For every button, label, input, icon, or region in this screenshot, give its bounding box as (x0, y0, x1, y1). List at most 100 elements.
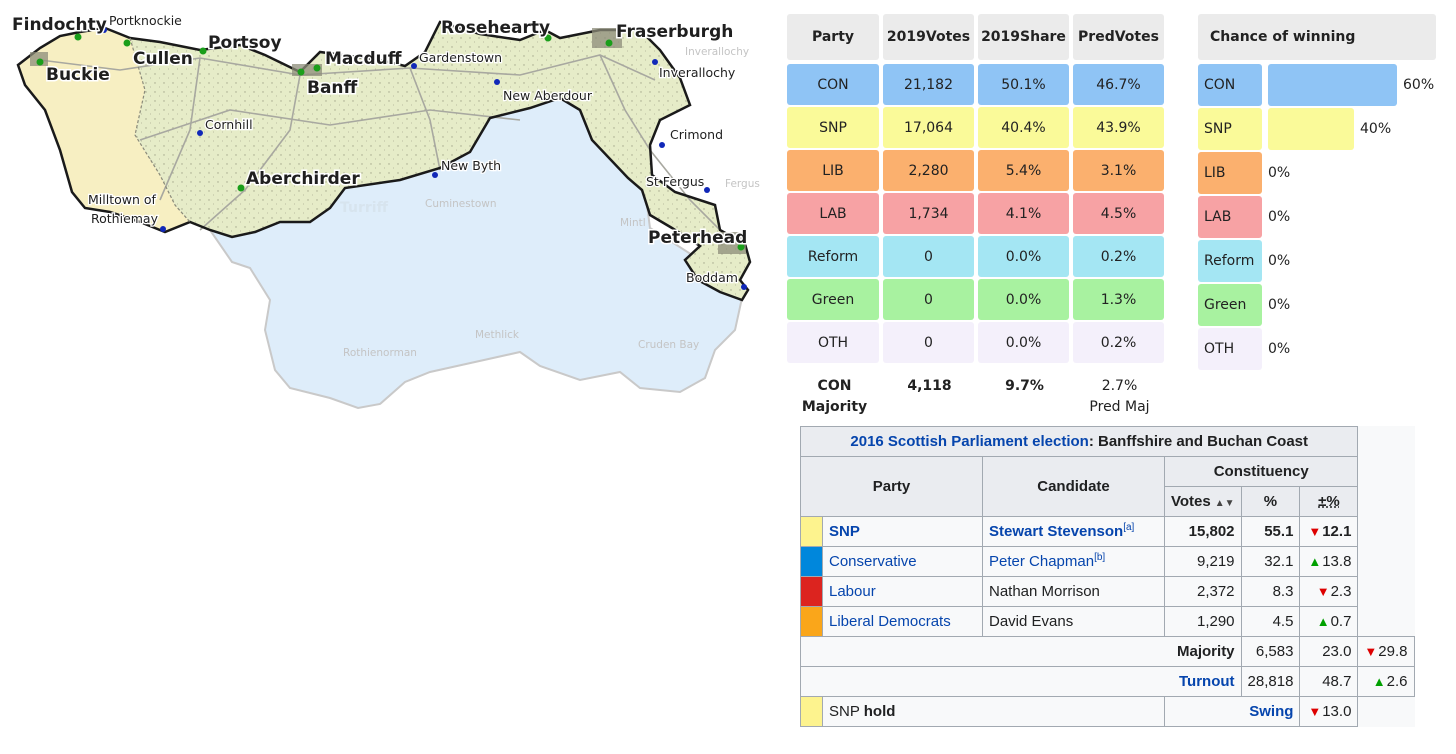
candidate-votes: 1,290 (1164, 606, 1242, 637)
prediction-row: SNP 17,064 40.4% 43.9% (787, 107, 1168, 149)
map-label-major-town: Banff (307, 78, 358, 98)
chance-value: 0% (1268, 341, 1291, 357)
chance-value: 60% (1403, 77, 1435, 93)
prediction-row: CON 21,182 50.1% 46.7% (787, 64, 1168, 106)
chance-value: 0% (1268, 297, 1291, 313)
candidate-percent: 55.1 (1240, 516, 1301, 547)
turnout-change: ▲2.6 (1357, 666, 1415, 697)
map-label-major-town: Findochty (12, 15, 107, 35)
map-label-major-town: Peterhead (648, 228, 747, 248)
party-color-swatch (800, 576, 823, 607)
party-name: Green (787, 279, 879, 320)
pred-votes: 4.5% (1073, 193, 1164, 234)
pred-votes: 1.3% (1073, 279, 1164, 320)
chance-party: OTH (1198, 328, 1262, 370)
election-link[interactable]: 2016 Scottish Parliament election (850, 433, 1089, 450)
chance-value: 40% (1360, 121, 1392, 137)
chance-bar (1268, 64, 1397, 106)
turnout-row: Turnout 28,818 48.7 ▲2.6 (800, 666, 1415, 697)
majority-percent: 23.0 (1299, 636, 1359, 667)
map-label-faint: Mintl (620, 217, 646, 229)
party-color-swatch (800, 696, 823, 727)
majority-votes: 6,583 (1240, 636, 1301, 667)
majority-party: CON Majority (801, 378, 868, 415)
share-2019: 4.1% (978, 193, 1069, 234)
map-label-town: Gardenstown (419, 50, 502, 65)
chance-bar (1268, 108, 1354, 150)
share-2019: 0.0% (978, 322, 1069, 363)
prediction-row: LAB 1,734 4.1% 4.5% (787, 193, 1168, 235)
chance-row: LIB 0% (1198, 152, 1290, 194)
down-arrow-icon: ▼ (1308, 704, 1322, 719)
votes-2019: 21,182 (883, 64, 974, 105)
header-candidate: Candidate (982, 456, 1165, 517)
candidate-votes: 9,219 (1164, 546, 1242, 577)
turnout-link[interactable]: Turnout (800, 666, 1242, 697)
map-label-faint: Cruden Bay (638, 339, 699, 351)
map-label-town: Milltown of (88, 192, 157, 207)
candidate-name: David Evans (982, 606, 1165, 637)
votes-2019: 0 (883, 279, 974, 320)
down-arrow-icon: ▼ (1308, 524, 1322, 539)
sort-icon[interactable]: ▲▼ (1214, 498, 1235, 509)
party-name: Reform (787, 236, 879, 277)
prediction-header-row: Party 2019 Votes 2019 Share Pred Votes (787, 14, 1168, 60)
candidate-row: Conservative Peter Chapman[b] 9,219 32.1… (800, 546, 1415, 577)
map-label-faint: Fergus (725, 178, 760, 190)
pred-votes: 3.1% (1073, 150, 1164, 191)
party-link[interactable]: Conservative (822, 546, 983, 577)
chance-party: LAB (1198, 196, 1262, 238)
majority-label: Majority (800, 636, 1242, 667)
caption-constituency: : Banffshire and Buchan Coast (1088, 433, 1309, 450)
candidate-link[interactable]: Stewart Stevenson[a] (982, 516, 1165, 547)
map-label-town: Crimond (670, 127, 723, 142)
map-svg: Turriff Inverallochy Cuminestown Fergus … (11, 12, 760, 410)
candidate-change: ▼12.1 (1299, 516, 1359, 547)
votes-2019: 17,064 (883, 107, 974, 148)
party-name: CON (787, 64, 879, 105)
prediction-row: Green 0 0.0% 1.3% (787, 279, 1168, 321)
party-color-swatch (800, 606, 823, 637)
footnote-link[interactable]: [b] (1094, 552, 1106, 563)
votes-2019: 0 (883, 236, 974, 277)
chance-row: Reform 0% (1198, 240, 1290, 282)
map-label-faint: Rothienorman (343, 347, 417, 359)
votes-2019: 0 (883, 322, 974, 363)
party-link[interactable]: Labour (822, 576, 983, 607)
votes-2019: 2,280 (883, 150, 974, 191)
header-constituency: Constituency (1163, 456, 1359, 487)
turnout-votes: 28,818 (1240, 666, 1301, 697)
majority-share: 9.7% (1005, 378, 1044, 394)
votes-2019: 1,734 (883, 193, 974, 234)
header-party: Party (787, 14, 879, 60)
down-arrow-icon: ▼ (1364, 644, 1378, 659)
up-arrow-icon: ▲ (1316, 614, 1330, 629)
candidate-percent: 32.1 (1240, 546, 1301, 577)
swing-link[interactable]: Swing (1163, 696, 1301, 727)
header-2019-votes: 2019 Votes (883, 14, 974, 60)
footnote-link[interactable]: [a] (1123, 522, 1135, 533)
pred-votes: 46.7% (1073, 64, 1164, 105)
map-label-town: Cornhill (205, 117, 253, 132)
header-party: Party (800, 456, 983, 517)
party-link[interactable]: SNP (822, 516, 983, 547)
party-name: LIB (787, 150, 879, 191)
map-label-faint: Methlick (475, 329, 520, 341)
map-label-town: Rothiemay (91, 211, 159, 226)
election-result-table: 2016 Scottish Parliament election: Banff… (799, 426, 1415, 727)
header-votes-sortable[interactable]: Votes ▲▼ (1164, 486, 1242, 517)
chance-value: 0% (1268, 209, 1291, 225)
candidate-votes: 15,802 (1164, 516, 1242, 547)
constituency-map: Turriff Inverallochy Cuminestown Fergus … (0, 0, 770, 420)
map-label-town: Inverallochy (659, 65, 736, 80)
party-color-swatch (800, 546, 823, 577)
candidate-link[interactable]: Peter Chapman[b] (982, 546, 1165, 577)
map-label-town: New Byth (441, 158, 501, 173)
map-label-major-town: Rosehearty (441, 18, 550, 38)
map-label-major-town: Fraserburgh (616, 22, 733, 42)
chance-title: Chance of winning (1198, 14, 1436, 60)
prediction-row: OTH 0 0.0% 0.2% (787, 322, 1168, 364)
up-arrow-icon: ▲ (1372, 674, 1386, 689)
map-label-town: St Fergus (646, 174, 704, 189)
party-link[interactable]: Liberal Democrats (822, 606, 983, 637)
